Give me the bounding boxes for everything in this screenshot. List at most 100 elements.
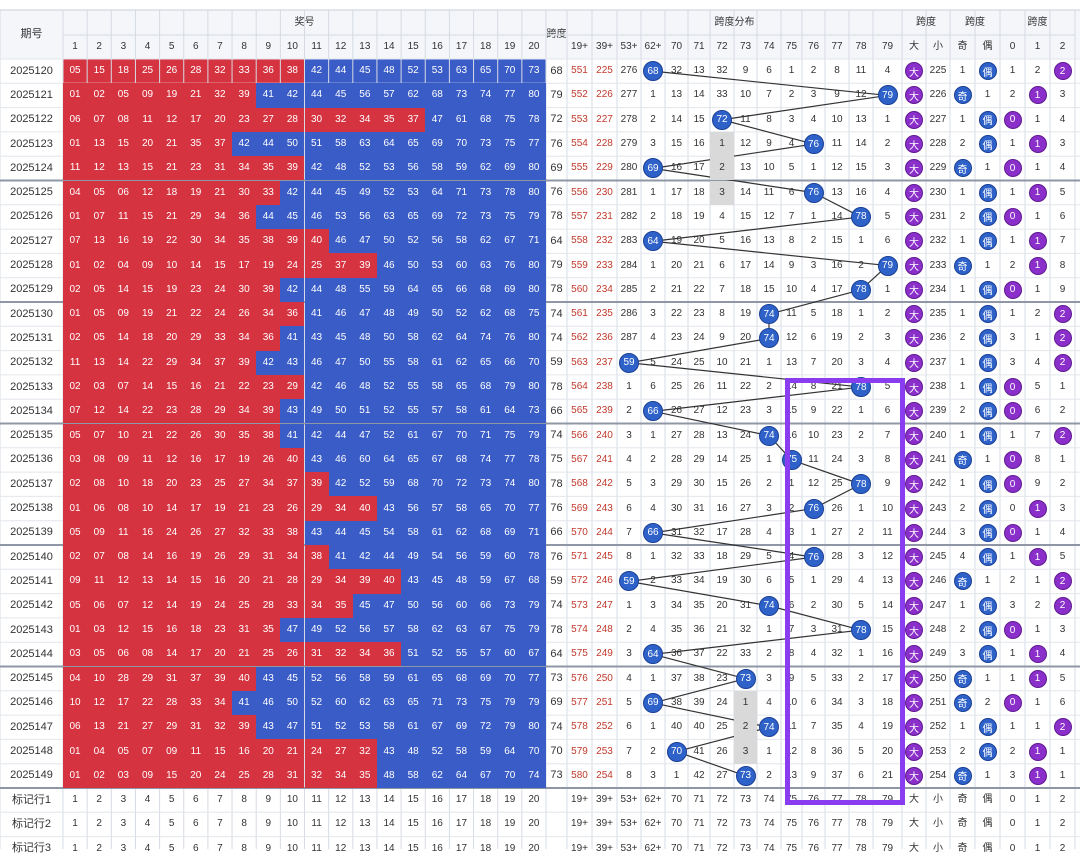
dist-cell: 23 [716, 672, 728, 684]
draw-number: 09 [135, 253, 160, 278]
dist-cell: 19 [670, 235, 683, 247]
dist-col-header: 76 [807, 41, 820, 52]
road-ball: 2 [1053, 718, 1072, 737]
road-miss: 1 [1059, 769, 1066, 781]
footer-road: 0 [1009, 794, 1016, 806]
footer-dist: 75 [785, 794, 798, 806]
number-col-header: 3 [120, 41, 127, 52]
draw-number: 07 [135, 739, 160, 764]
draw-number: 16 [159, 545, 184, 570]
draw-number: 72 [473, 715, 498, 740]
period-cell: 2025125 [10, 186, 53, 199]
footer-dist: 78 [855, 842, 867, 854]
footer-dist: 71 [693, 818, 705, 830]
footer-dist: 77 [831, 818, 843, 830]
dist-cell: 229 [596, 162, 613, 174]
draw-number: 19 [183, 593, 208, 618]
draw-number: 21 [111, 715, 136, 740]
dist-cell: 3 [788, 113, 795, 125]
odd-even-miss: 2 [984, 696, 991, 708]
draw-number: 36 [376, 642, 402, 667]
span-value: 74 [550, 429, 563, 442]
draw-number: 59 [376, 277, 402, 302]
dist-cell: 2 [858, 259, 864, 271]
big-ball: 大 [905, 669, 923, 688]
draw-number: 34 [328, 496, 353, 521]
draw-number: 63 [376, 690, 402, 716]
trend-line [721, 94, 888, 121]
draw-number: 66 [473, 593, 498, 618]
draw-number: 28 [183, 399, 208, 424]
draw-number: 18 [135, 472, 160, 497]
draw-number: 65 [401, 690, 426, 716]
draw-number: 58 [376, 715, 402, 740]
draw-number: 46 [328, 374, 353, 400]
draw-number: 39 [304, 472, 329, 497]
dist-cell: 227 [596, 113, 613, 125]
draw-number: 39 [232, 715, 257, 740]
period-cell: 2025138 [10, 502, 53, 515]
footer-road: 1 [1034, 794, 1041, 806]
road-ball: 0 [1003, 378, 1022, 397]
small-miss-value: 245 [929, 551, 947, 563]
draw-number: 53 [401, 180, 426, 205]
dist-cell: 33 [716, 89, 728, 101]
dist-cell: 1 [710, 131, 734, 157]
dist-cell: 565 [571, 405, 588, 417]
draw-number: 79 [497, 690, 522, 716]
dist-cell: 27 [831, 526, 843, 538]
span-ball: 69 [643, 158, 663, 179]
footer-num: 12 [335, 842, 347, 854]
number-col-header: 13 [359, 41, 371, 52]
draw-number: 52 [425, 642, 450, 667]
dist-cell: 2 [810, 65, 817, 77]
small-miss-value: 254 [929, 769, 947, 781]
draw-number: 15 [207, 739, 233, 764]
dist-cell: 18 [670, 210, 683, 222]
dist-cell: 14 [785, 381, 798, 393]
dist-cell: 17 [670, 186, 683, 198]
odd-even-ball: 偶 [978, 329, 997, 348]
draw-number: 71 [449, 180, 474, 205]
dist-cell: 280 [620, 162, 638, 174]
draw-number: 58 [401, 763, 426, 788]
dist-cell: 9 [884, 478, 891, 490]
draw-number: 40 [232, 666, 257, 691]
span-value: 75 [550, 453, 563, 466]
dist-cell: 552 [571, 89, 588, 101]
draw-number: 59 [473, 569, 498, 594]
draw-number: 26 [232, 302, 257, 327]
dist-cell: 17 [881, 672, 894, 684]
dist-cell: 9 [834, 89, 840, 101]
draw-number: 29 [159, 350, 184, 375]
dist-cell: 243 [596, 502, 613, 514]
draw-number: 39 [280, 156, 305, 181]
dist-cell: 23 [739, 405, 752, 417]
dist-cell: 4 [810, 648, 817, 660]
dist-cell: 7 [810, 356, 817, 368]
draw-number: 69 [425, 204, 450, 230]
highlight-frame [785, 378, 905, 805]
draw-number: 66 [497, 350, 522, 375]
footer-label: 标记行2 [11, 817, 52, 830]
footer-dist: 79 [881, 794, 894, 806]
odd-even-ball: 偶 [978, 742, 997, 761]
dist-cell: 19 [881, 721, 894, 733]
draw-number: 42 [280, 83, 305, 108]
draw-number: 13 [87, 350, 112, 375]
draw-number: 05 [63, 423, 88, 448]
draw-number: 34 [352, 107, 377, 132]
draw-number: 42 [304, 59, 329, 84]
draw-number: 37 [207, 350, 233, 375]
footer-num: 15 [407, 842, 419, 854]
dist-cell: 2 [650, 113, 656, 125]
small-miss-value: 238 [929, 381, 947, 393]
dist-cell: 38 [670, 696, 683, 708]
dist-cell: 575 [571, 648, 588, 660]
draw-number: 10 [111, 472, 136, 497]
dist-cell: 4 [719, 210, 725, 222]
dist-cell: 35 [693, 599, 705, 611]
dist-col-header: 72 [716, 41, 728, 52]
draw-number: 60 [497, 642, 522, 667]
draw-number: 70 [497, 763, 522, 788]
